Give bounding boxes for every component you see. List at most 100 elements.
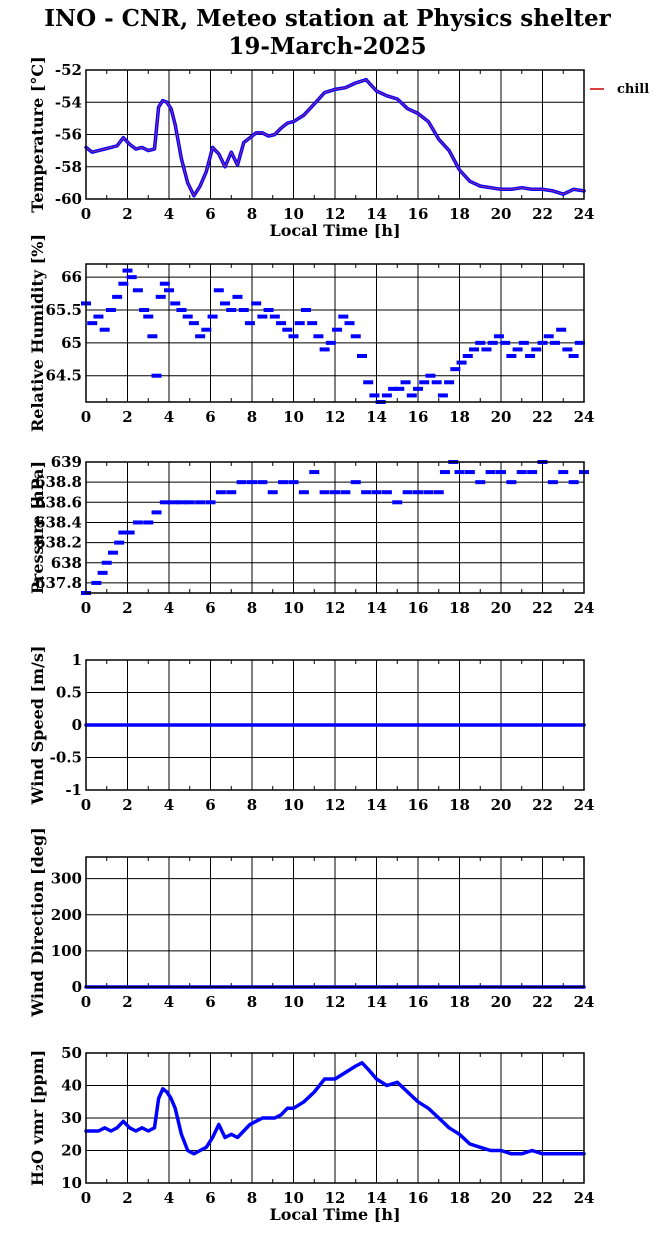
wind_speed-ytick-label-3: 0.5 [56,684,82,702]
pressure-point-18 [226,490,237,495]
humidity-point-37 [294,321,305,326]
pressure-point-5 [114,540,125,545]
h2o-xtick-label-8: 16 [408,1189,429,1207]
pressure-point-48 [527,470,538,475]
wind_speed-xtick-label-1: 2 [122,796,132,814]
temperature-series-core-0 [85,79,585,197]
pressure-point-44 [485,470,496,475]
pressure-point-17 [215,490,226,495]
humidity-point-65 [469,347,480,352]
humidity-xtick-label-8: 16 [408,408,429,426]
wind_speed-ytick-label-1: -0.5 [50,749,82,767]
pressure-point-38 [433,490,444,495]
wind_speed-ytick-label-4: 1 [72,651,82,669]
wind_direction-xtick-label-3: 6 [205,993,215,1011]
humidity-point-78 [549,340,560,345]
humidity-point-9 [132,288,143,293]
humidity-xtick-label-0: 0 [81,408,91,426]
pressure-point-3 [101,560,112,565]
wind_speed-xtick-label-6: 12 [325,796,346,814]
pressure-ytick-label-2: 638.2 [35,534,82,552]
humidity-xtick-label-3: 6 [205,408,215,426]
humidity-xtick-label-4: 8 [247,408,257,426]
humidity-point-31 [257,314,268,319]
temperature-plot-frame [85,69,585,200]
temperature-ytick-label-2: -56 [55,126,82,144]
pressure-point-30 [350,480,361,485]
humidity-point-60 [437,393,448,398]
pressure-point-26 [309,470,320,475]
humidity-point-56 [413,386,423,391]
humidity-point-32 [263,308,274,312]
pressure-point-6 [118,530,129,535]
wind_direction-ytick-label-0: 0 [72,978,82,996]
pressure-xtick-label-7: 14 [366,599,387,617]
humidity-point-41 [319,347,330,352]
wind_direction-xtick-label-2: 4 [164,993,174,1011]
pressure-ytick-label-4: 638.6 [35,493,82,511]
humidity-point-36 [288,334,299,339]
pressure-ytick-label-1: 638 [51,554,82,572]
h2o-xtick-label-4: 8 [247,1189,257,1207]
pressure-point-4 [107,550,118,555]
temperature-ylabel: Temperature [°C] [28,56,47,212]
humidity-point-20 [188,321,199,326]
pressure-ytick-label-3: 638.4 [35,513,82,531]
h2o-xtick-label-6: 12 [325,1189,346,1207]
pressure-point-32 [371,490,382,495]
temperature-ytick-label-1: -58 [55,158,82,176]
humidity-point-80 [562,347,573,352]
humidity-point-51 [381,393,392,398]
humidity-point-62 [450,367,461,372]
humidity-point-76 [537,340,548,345]
wind_speed-xtick-label-3: 6 [205,796,215,814]
h2o-xlabel: Local Time [h] [269,1205,400,1224]
humidity-xtick-label-2: 4 [164,408,174,426]
humidity-point-49 [369,393,380,398]
humidity-point-48 [363,380,374,385]
humidity-point-42 [325,340,336,345]
pressure-point-35 [402,490,413,495]
humidity-point-5 [112,294,123,299]
wind_speed-xtick-label-10: 20 [491,796,512,814]
humidity-point-46 [350,334,361,339]
h2o-ylabel: H₂O vmr [ppm] [28,1050,47,1186]
wind_direction-ylabel: Wind Direction [deg] [28,827,47,1018]
h2o-xtick-label-1: 2 [122,1189,132,1207]
humidity-point-7 [122,268,133,273]
wind_speed-xtick-label-4: 8 [247,796,257,814]
pressure-point-47 [516,470,527,475]
wind_speed-ytick-label-2: 0 [72,716,82,734]
temperature-xtick-label-9: 18 [449,205,470,223]
pressure-point-24 [288,480,299,485]
pressure-point-28 [330,490,340,495]
pressure-point-8 [132,520,143,525]
h2o-ytick-label-3: 40 [61,1077,82,1095]
humidity-point-58 [425,373,436,378]
temperature-xtick-label-4: 8 [247,205,257,223]
pressure-xtick-label-5: 10 [283,599,304,617]
humidity-point-53 [394,386,405,391]
pressure-point-23 [278,480,289,485]
pressure-point-2 [97,570,108,575]
humidity-point-28 [238,308,249,312]
pressure-point-7 [124,530,135,535]
pressure-ytick-label-5: 638.8 [35,473,82,491]
h2o-xtick-label-0: 0 [81,1189,91,1207]
pressure-point-1 [91,580,102,585]
humidity-xtick-label-9: 18 [449,408,470,426]
pressure-point-20 [247,480,257,485]
humidity-point-75 [531,347,542,352]
humidity-xtick-label-10: 20 [491,408,512,426]
h2o-ytick-label-2: 30 [61,1109,82,1127]
temperature-xtick-label-10: 20 [491,205,512,223]
wind_speed-xtick-label-9: 18 [449,796,470,814]
wind_direction-xtick-label-5: 10 [283,993,304,1011]
humidity-point-45 [344,321,355,326]
humidity-point-24 [213,288,224,293]
humidity-ylabel: Relative Humidity [%] [28,234,47,432]
pressure-point-29 [340,490,351,495]
temperature-ytick-label-0: -60 [55,190,82,208]
pressure-xtick-label-2: 4 [164,599,174,617]
